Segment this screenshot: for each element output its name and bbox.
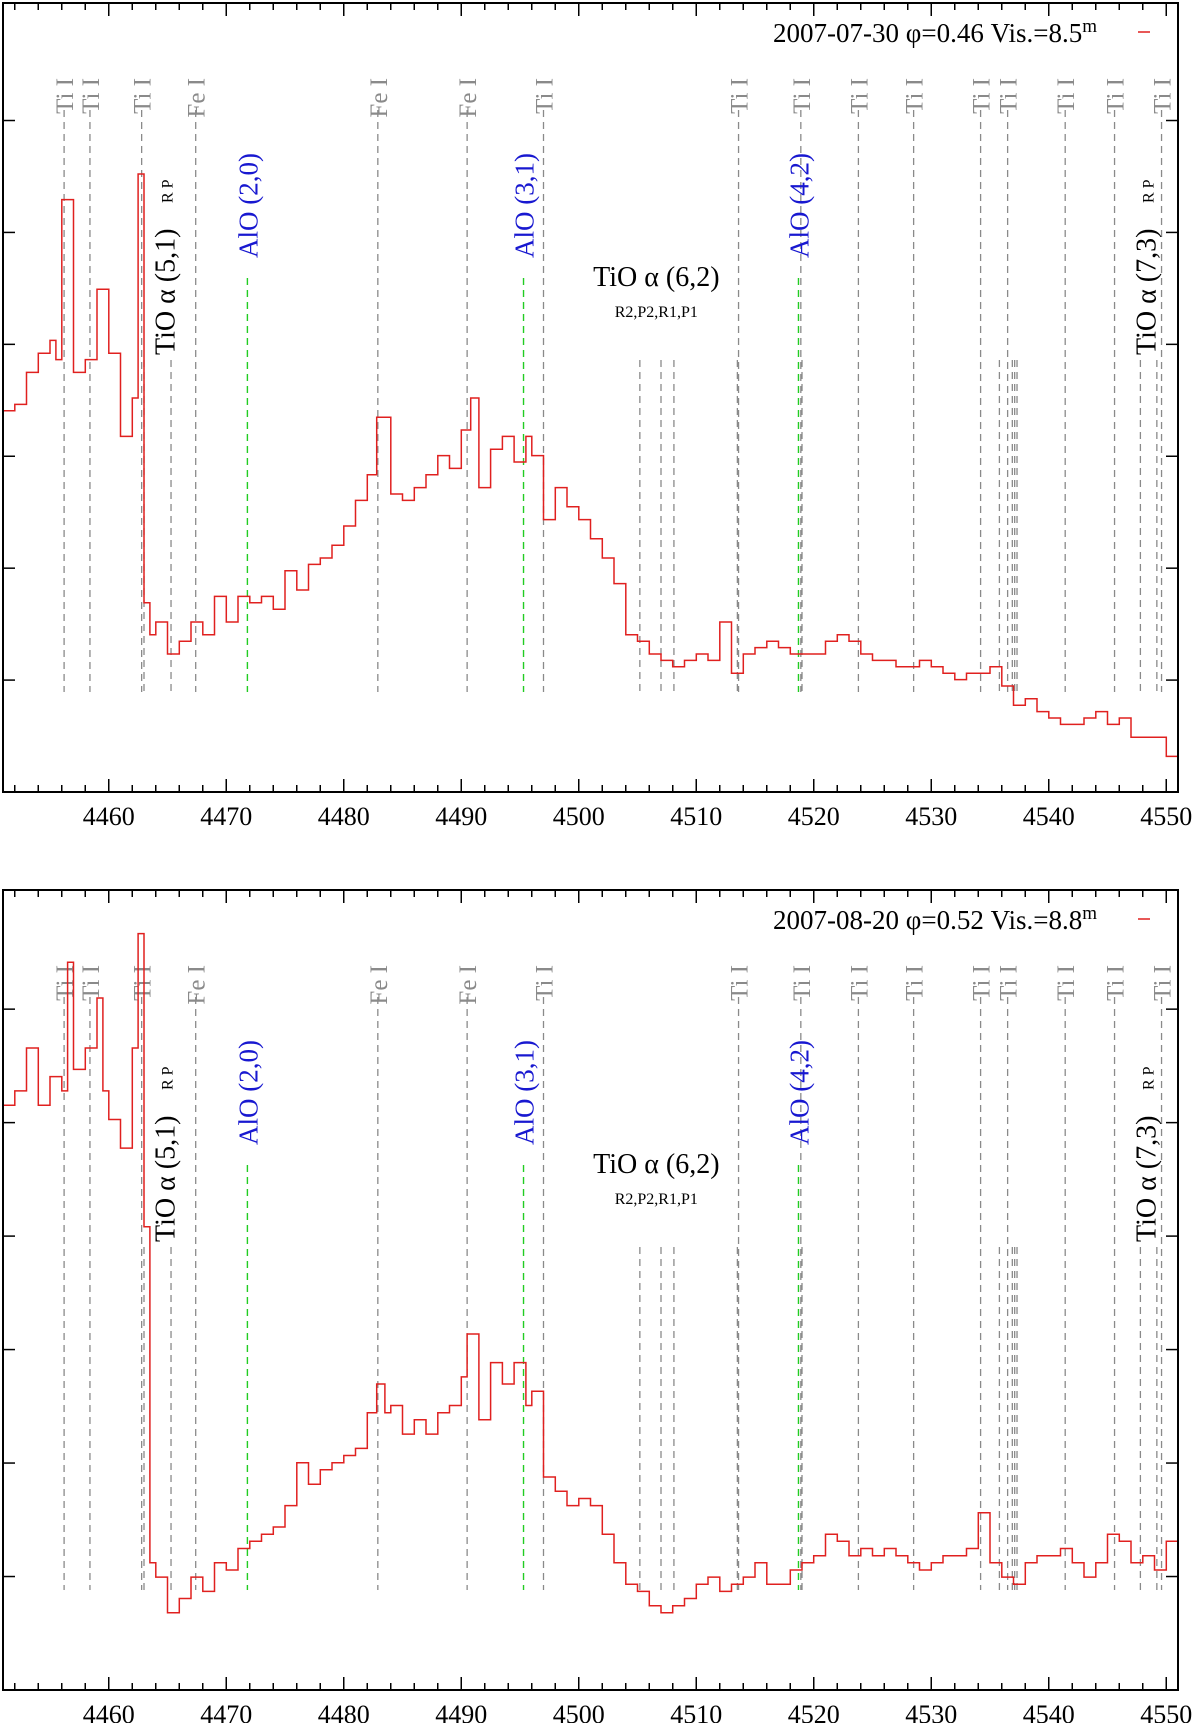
element-line-label: Ti I xyxy=(52,78,79,114)
alo-band-label: AlO (2,0) xyxy=(233,153,263,258)
element-line-label: Ti I xyxy=(846,78,873,114)
element-line-label: Ti I xyxy=(532,78,559,114)
element-line-label: Ti I xyxy=(996,965,1023,1001)
legend-phase: φ=0.52 xyxy=(906,905,984,935)
element-line-label: Ti I xyxy=(902,965,929,1001)
element-line-label: Ti I xyxy=(1053,965,1080,1001)
spectrum-panel-2: Ti ITi I Ti I Fe I Fe I Fe I Ti I Ti I Ti I Ti I… xyxy=(2,889,1192,1728)
element-line-label: Ti I xyxy=(1053,78,1080,114)
alo-band-label: AlO (4,2) xyxy=(784,153,814,258)
legend-vis: Vis.=8.5 xyxy=(991,18,1083,48)
legend-text: 2007-08-20 φ=0.52 Vis.=8.8m xyxy=(773,903,1097,936)
alo-band-label: AlO (3,1) xyxy=(510,1040,540,1145)
x-tick-label: 4510 xyxy=(670,1700,722,1723)
x-tick-label: 4470 xyxy=(200,1700,252,1723)
element-line-label: Ti I xyxy=(1103,965,1130,1001)
tio-middle-branches: R2,P2,R1,P1 xyxy=(615,1191,698,1208)
x-tick-label: 4500 xyxy=(553,802,605,831)
element-line-label: Ti I xyxy=(902,78,929,114)
element-line-label: Ti I xyxy=(969,78,996,114)
tio-middle-branches: R2,P2,R1,P1 xyxy=(615,304,698,321)
legend-vis: Vis.=8.8 xyxy=(991,905,1083,935)
x-tick-label: 4540 xyxy=(1023,802,1075,831)
tio-left-branches: R P xyxy=(160,179,177,203)
plot-frame xyxy=(2,2,1179,793)
element-line-label: Ti I xyxy=(996,78,1023,114)
x-tick-label: 4470 xyxy=(200,802,252,831)
legend-phase: φ=0.46 xyxy=(906,18,984,48)
x-tick-label: 4460 xyxy=(83,802,135,831)
x-tick-label: 4520 xyxy=(788,802,840,831)
element-line-label: Ti I xyxy=(1103,78,1130,114)
element-line-label: Ti I xyxy=(1150,965,1177,1001)
tio-right-label: TiO α (7,3) xyxy=(1132,1116,1163,1242)
tio-right-label: TiO α (7,3) xyxy=(1132,229,1163,355)
element-line-label: Ti I xyxy=(969,965,996,1001)
spectrum-panel-1: Ti ITi I Ti I Fe I Fe I Fe I Ti I Ti I Ti I Ti I… xyxy=(2,2,1192,831)
x-tick-label: 4510 xyxy=(670,802,722,831)
tio-right-branches: R P xyxy=(1141,1066,1158,1090)
element-line-label: Ti I xyxy=(1150,78,1177,114)
element-line-label: Ti I xyxy=(727,965,754,1001)
tio-left-label: TiO α (5,1) xyxy=(151,229,182,355)
x-tick-label: 4520 xyxy=(788,1700,840,1723)
tio-middle-label: TiO α (6,2) xyxy=(593,262,719,293)
element-line-label: Ti I xyxy=(532,965,559,1001)
legend-date: 2007-07-30 xyxy=(773,18,899,48)
element-line-label: Fe I xyxy=(184,965,211,1005)
x-tick-label: 4550 xyxy=(1140,802,1192,831)
element-line-label: Ti I xyxy=(130,78,157,114)
element-line-label: Fe I xyxy=(184,78,211,118)
x-tick-label: 4530 xyxy=(905,1700,957,1723)
spectrum-curve xyxy=(3,173,1179,758)
element-line-label: Ti I xyxy=(78,965,105,1001)
legend-vis-sup: m xyxy=(1082,903,1097,924)
x-tick-label: 4490 xyxy=(435,802,487,831)
element-line-label: Ti I xyxy=(727,78,754,114)
x-tick-label: 4550 xyxy=(1140,1700,1192,1723)
spectrum-curve xyxy=(3,932,1179,1614)
x-tick-label: 4480 xyxy=(318,1700,370,1723)
legend-vis-sup: m xyxy=(1082,16,1097,37)
x-tick-label: 4480 xyxy=(318,802,370,831)
element-line-label: Ti I xyxy=(52,965,79,1001)
element-line-label: Ti I xyxy=(130,965,157,1001)
x-tick-label: 4460 xyxy=(83,1700,135,1723)
alo-band-label: AlO (3,1) xyxy=(510,153,540,258)
element-line-label: Ti I xyxy=(789,78,816,114)
x-tick-label: 4490 xyxy=(435,1700,487,1723)
tio-middle-label: TiO α (6,2) xyxy=(593,1149,719,1180)
element-line-label: Ti I xyxy=(846,965,873,1001)
x-tick-label: 4500 xyxy=(553,1700,605,1723)
plot-frame xyxy=(2,889,1179,1691)
tio-left-branches: R P xyxy=(160,1066,177,1090)
element-line-label: Ti I xyxy=(78,78,105,114)
element-line-label: Fe I xyxy=(366,78,393,118)
element-line-label: Ti I xyxy=(789,965,816,1001)
alo-band-label: AlO (2,0) xyxy=(233,1040,263,1145)
alo-band-label: AlO (4,2) xyxy=(784,1040,814,1145)
element-line-label: Fe I xyxy=(366,965,393,1005)
element-line-label: Fe I xyxy=(455,78,482,118)
element-line-label: Fe I xyxy=(455,965,482,1005)
legend-date: 2007-08-20 xyxy=(773,905,899,935)
legend-text: 2007-07-30 φ=0.46 Vis.=8.5m xyxy=(773,16,1097,49)
x-tick-label: 4540 xyxy=(1023,1700,1075,1723)
x-tick-label: 4530 xyxy=(905,802,957,831)
tio-right-branches: R P xyxy=(1141,179,1158,203)
tio-left-label: TiO α (5,1) xyxy=(151,1116,182,1242)
